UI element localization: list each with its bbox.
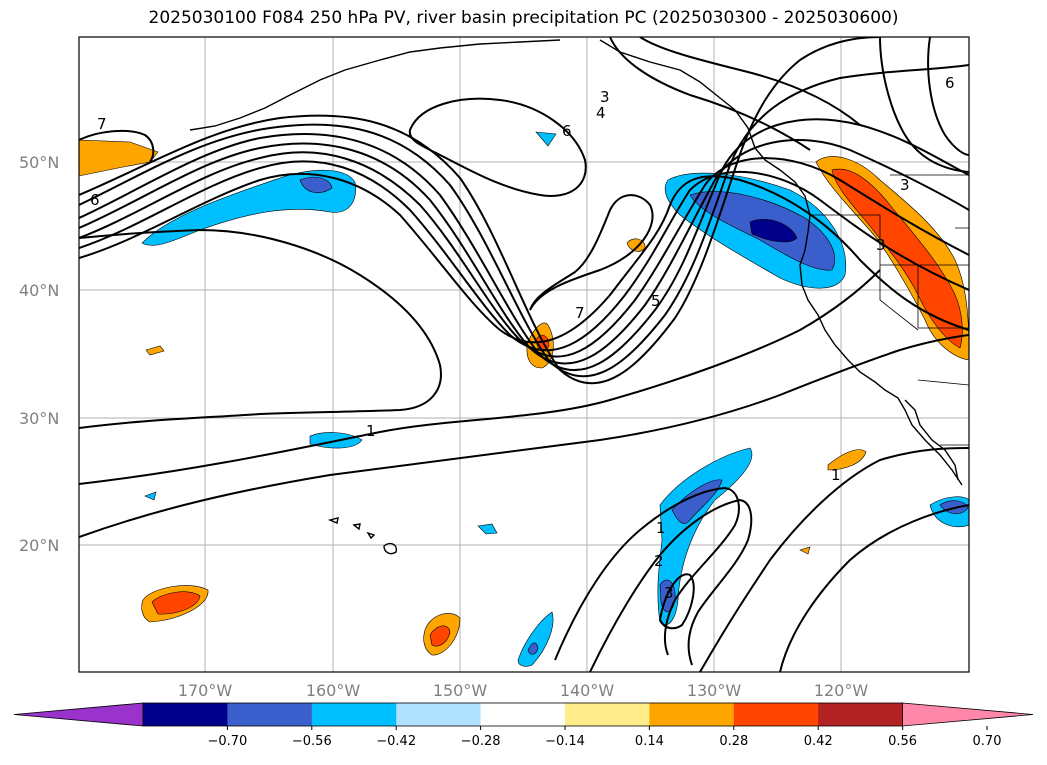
- colorbar-extend-max: [902, 702, 1034, 727]
- contour-label: 1: [831, 466, 841, 484]
- colorbar-segment: [396, 703, 482, 726]
- pv-contour: [927, 37, 969, 156]
- contour-label: 2: [654, 552, 664, 570]
- state-borders: [810, 174, 969, 446]
- precip-area: [657, 447, 753, 626]
- precip-area: [831, 168, 963, 349]
- contour-label: 7: [575, 304, 585, 322]
- colorbar-segment: [227, 703, 313, 726]
- contour-label: 5: [651, 292, 661, 310]
- precip-area: [517, 611, 554, 667]
- pv-contour: [79, 334, 969, 538]
- precip-area: [799, 546, 811, 555]
- pv-contour: [609, 37, 811, 151]
- pv-contour: [658, 573, 695, 630]
- contour-label: 6: [562, 122, 572, 140]
- colorbar-extend-min: [13, 702, 144, 727]
- contour-label: 3: [600, 88, 610, 106]
- colorbar-tick-label: 0.14: [635, 734, 664, 749]
- pv-contour: [529, 194, 654, 311]
- colorbar-segment: [311, 703, 397, 726]
- lon-labels: 170°W 160°W 150°W 140°W 130°W 120°W: [178, 681, 869, 700]
- pv-contour: [79, 151, 969, 358]
- colorbar-tick-label: 0.28: [719, 734, 748, 749]
- precip-area: [429, 625, 451, 647]
- pv-contour: [779, 504, 969, 672]
- pv-contour: [79, 228, 442, 429]
- lon-label: 160°W: [306, 681, 361, 700]
- pv-contour: [408, 97, 587, 197]
- coastlines: [189, 39, 963, 555]
- colorbar-frame: [142, 702, 903, 727]
- precip-area: [145, 345, 165, 356]
- lon-label: 130°W: [687, 681, 742, 700]
- colorbar-ticks: −0.70 −0.56 −0.42 −0.28 −0.14 0.14 0.28 0.42 0.5…: [207, 726, 1001, 749]
- colorbar-segment: [733, 703, 819, 726]
- contour-label: 4: [596, 104, 606, 122]
- precip-area: [477, 523, 498, 535]
- precip-area: [151, 591, 201, 615]
- contour-label: 1: [656, 519, 666, 537]
- contour-label: 3: [876, 236, 886, 254]
- pv-contour: [554, 486, 740, 661]
- colorbar-tick-label: −0.70: [207, 734, 247, 749]
- map-title: 2025030100 F084 250 hPa PV, river basin …: [148, 8, 899, 28]
- precip-area: [749, 218, 798, 243]
- colorbar-tick-label: −0.28: [461, 734, 501, 749]
- lat-label: 20°N: [19, 536, 59, 555]
- colorbar: [13, 702, 1034, 727]
- pv-contour: [589, 498, 753, 672]
- colorbar-segment: [143, 703, 228, 726]
- contour-label: 1: [366, 422, 376, 440]
- colorbar-tick-label: −0.42: [376, 734, 416, 749]
- colorbar-segment: [818, 703, 904, 726]
- pv-contour: [79, 269, 881, 485]
- pv-contours: [79, 37, 969, 672]
- lon-label: 140°W: [560, 681, 615, 700]
- colorbar-segment: [480, 703, 566, 726]
- precip-area: [527, 642, 539, 655]
- colorbar-tick-label: −0.14: [545, 734, 585, 749]
- precip-area: [299, 176, 333, 193]
- pv-contour: [639, 37, 861, 126]
- pv-contour: [79, 37, 881, 385]
- lon-label: 120°W: [814, 681, 869, 700]
- colorbar-segment: [565, 703, 650, 726]
- precip-area: [144, 491, 157, 501]
- precip-area: [827, 449, 867, 471]
- contour-label: 7: [97, 115, 107, 133]
- lat-label: 40°N: [19, 281, 59, 300]
- lon-label: 150°W: [433, 681, 488, 700]
- colorbar-tick-label: 0.42: [804, 734, 833, 749]
- pv-contour: [699, 447, 969, 672]
- colorbar-tick-label: −0.56: [292, 734, 332, 749]
- lat-label: 30°N: [19, 409, 59, 428]
- contour-label: 6: [945, 74, 955, 92]
- lon-label: 170°W: [178, 681, 233, 700]
- pv-contour: [79, 172, 969, 344]
- lat-label: 50°N: [19, 153, 59, 172]
- colorbar-tick-label: 0.70: [973, 734, 1002, 749]
- contour-label: 3: [664, 584, 674, 602]
- pv-contour: [79, 118, 969, 372]
- pv-contour: [79, 160, 969, 352]
- pv-contour: [879, 37, 969, 173]
- map-frame: [78, 36, 970, 673]
- precip-shading: [79, 131, 969, 667]
- contour-label: 3: [900, 176, 910, 194]
- precip-area: [535, 131, 557, 147]
- lat-labels: 50°N 40°N 30°N 20°N: [19, 153, 59, 555]
- pv-contour: [79, 129, 155, 163]
- contour-labels: 7 6 3 4 6 7 5 1 1 1 2 3 3 3 6: [90, 74, 955, 602]
- colorbar-segment: [649, 703, 735, 726]
- gridlines: [79, 37, 969, 672]
- colorbar-tick-label: 0.56: [888, 734, 917, 749]
- pv-contour: [79, 139, 969, 365]
- contour-label: 6: [90, 191, 100, 209]
